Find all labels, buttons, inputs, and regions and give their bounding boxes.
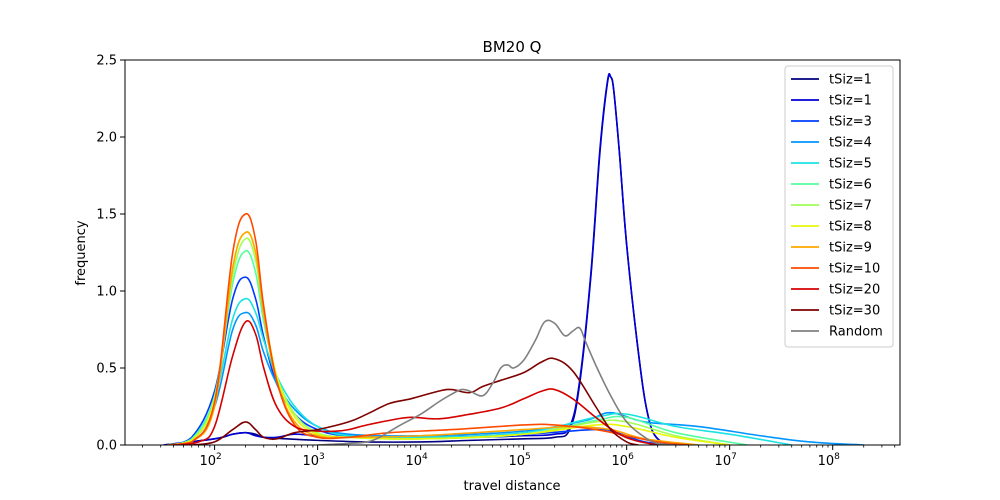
- x-tick-label: 106: [612, 452, 635, 469]
- plot-area: [124, 59, 901, 446]
- legend-label: tSiz=10: [829, 262, 880, 277]
- series-lines: [163, 72, 864, 445]
- x-tick-label: 107: [715, 452, 737, 469]
- y-axis: 0.0 0.5 1.0 1.5 2.0 2.5: [96, 54, 125, 454]
- y-tick-label: 1.0: [96, 285, 117, 300]
- legend-label: tSiz=7: [829, 199, 872, 214]
- legend-label: tSiz=3: [829, 115, 872, 130]
- legend-label: tSiz=4: [829, 136, 872, 151]
- legend-label: tSiz=1: [829, 73, 872, 88]
- x-tick-label: 105: [509, 452, 531, 469]
- x-tick-label: 108: [818, 452, 841, 469]
- y-tick-label: 0.0: [96, 439, 117, 454]
- x-tick-label: 102: [199, 452, 221, 469]
- legend-label: tSiz=30: [829, 304, 880, 319]
- axes-frame: [124, 59, 901, 446]
- chart-title: BM20 Q: [483, 38, 542, 56]
- series-line-10: [167, 213, 689, 445]
- y-axis-label: frequency: [74, 220, 89, 286]
- legend-label: tSiz=20: [829, 283, 880, 298]
- legend-label: tSiz=1: [829, 94, 872, 109]
- y-tick-label: 2.0: [96, 131, 117, 146]
- series-line-12: [191, 357, 639, 445]
- x-axis: 102 103 104 105 106 107 108: [142, 445, 896, 469]
- legend-label: tSiz=5: [829, 157, 872, 172]
- legend-label: tSiz=9: [829, 241, 872, 256]
- y-tick-label: 2.5: [96, 54, 117, 69]
- legend: tSiz=1 tSiz=1 tSiz=3 tSiz=4 tSiz=5 tSiz=6 tSiz…: [784, 65, 894, 348]
- series-line-13: [317, 319, 676, 445]
- legend-label: tSiz=6: [829, 178, 872, 193]
- series-line-5: [167, 297, 792, 445]
- x-axis-label: travel distance: [464, 479, 561, 494]
- legend-box: [784, 65, 894, 348]
- y-tick-label: 0.5: [96, 362, 117, 377]
- legend-label: tSiz=8: [829, 220, 872, 235]
- y-tick-label: 1.5: [96, 208, 117, 223]
- x-tick-label: 104: [405, 452, 428, 469]
- series-line-4: [167, 311, 864, 445]
- x-tick-label: 103: [302, 452, 324, 469]
- legend-label: Random: [829, 325, 883, 340]
- series-line-11: [173, 320, 658, 445]
